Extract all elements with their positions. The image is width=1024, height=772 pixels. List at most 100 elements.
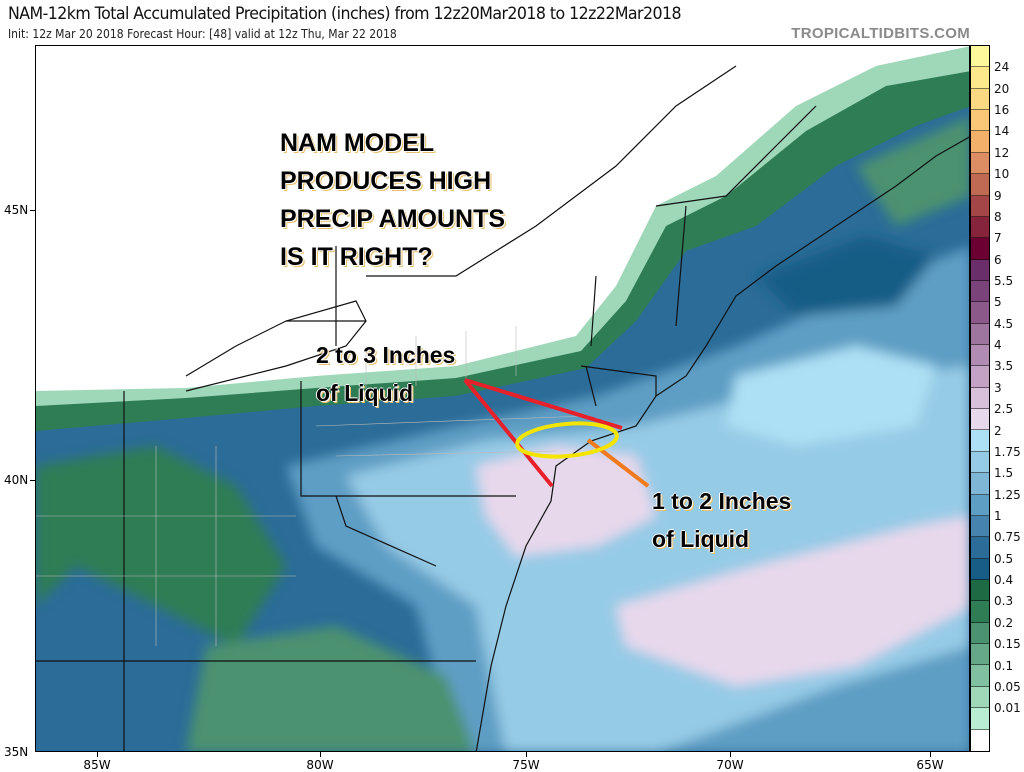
colorbar-cell: [971, 110, 989, 132]
colorbar-cell: [971, 387, 989, 410]
colorbar-cell: [971, 601, 989, 623]
colorbar-label: 0.05: [994, 679, 1021, 694]
colorbar-cell: [971, 708, 989, 730]
colorbar-label: 1.75: [994, 444, 1021, 459]
precip-light-blue-ocean: [726, 346, 936, 446]
colorbar-label: 3.5: [994, 359, 1014, 374]
county-lines: [36, 326, 587, 646]
colorbar-label: 0.5: [994, 551, 1014, 566]
colorbar-label: 14: [994, 124, 1010, 139]
lat-label-40n: 40N: [4, 473, 29, 487]
great-lakes-outline: [185, 65, 737, 392]
colorbar-cell: [971, 131, 989, 153]
colorbar-cell: [971, 430, 989, 452]
lat-tick: [30, 480, 35, 481]
lon-label-75w: 75W: [512, 758, 540, 772]
colorbar-cell: [971, 302, 989, 324]
colorbar-cell: [971, 174, 989, 196]
annotation-line: IS IT RIGHT?: [280, 243, 433, 271]
colorbar-label: 1.25: [994, 487, 1021, 502]
colorbar-label: 0.3: [994, 594, 1014, 609]
colorbar-label: 1: [994, 509, 1002, 523]
colorbar-cell: [971, 409, 989, 431]
colorbar-cell: [971, 67, 989, 89]
brand-watermark: TROPICALTIDBITS.COM: [791, 25, 970, 42]
precip-pink-ocean: [616, 516, 969, 686]
colorbar: [970, 45, 990, 752]
colorbar-cell: [971, 579, 989, 602]
red-arrow-line: [463, 378, 554, 488]
colorbar-label: 12: [994, 145, 1010, 160]
colorbar-cell: [971, 515, 989, 538]
colorbar-label: 9: [994, 188, 1002, 203]
colorbar-label: 10: [994, 167, 1010, 182]
colorbar-label: 0.75: [994, 530, 1021, 545]
label-2-to-3-inches: 2 to 3 Inches: [316, 342, 456, 368]
yellow-highlight-ellipse: [515, 421, 619, 459]
annotation-line: NAM MODEL: [280, 129, 435, 157]
colorbar-cell: [971, 46, 989, 68]
map-canvas: [36, 46, 969, 751]
colorbar-cell: [971, 280, 989, 303]
colorbar-cell: [971, 537, 989, 559]
lon-label-70w: 70W: [716, 758, 744, 772]
colorbar-label: 0.1: [994, 658, 1014, 673]
colorbar-cell: [971, 729, 989, 751]
lat-tick: [30, 210, 35, 211]
colorbar-cell: [971, 451, 989, 474]
colorbar-label: 7: [994, 231, 1002, 246]
colorbar-cell: [971, 494, 989, 516]
colorbar-cell: [971, 473, 989, 495]
lon-tick: [97, 752, 98, 757]
boundaries: [36, 65, 969, 751]
colorbar-cell: [971, 686, 989, 709]
colorbar-label: 0.01: [994, 701, 1021, 716]
question-annotation: NAM MODEL PRODUCES HIGH PRECIP AMOUNTS I…: [280, 124, 505, 276]
colorbar-label: 24: [994, 60, 1010, 75]
map-title: NAM-12km Total Accumulated Precipitation…: [8, 4, 682, 24]
colorbar-label: 2: [994, 423, 1002, 438]
orange-arrow-line: [586, 438, 650, 488]
map-subtitle: Init: 12z Mar 20 2018 Forecast Hour: [48…: [8, 27, 397, 41]
label-of-liquid-a: of Liquid: [316, 380, 414, 406]
colorbar-label: 4.5: [994, 316, 1014, 331]
lon-tick: [730, 752, 731, 757]
colorbar-cell: [971, 558, 989, 580]
precip-pink-nj: [476, 446, 656, 556]
lon-label-65w: 65W: [916, 758, 944, 772]
lon-tick: [930, 752, 931, 757]
annotation-line: PRECIP AMOUNTS: [280, 205, 506, 233]
precip-green-west: [36, 446, 286, 646]
colorbar-label: 6: [994, 252, 1002, 267]
colorbar-cell: [971, 622, 989, 645]
colorbar-cell: [971, 366, 989, 388]
precip-dark-blue-gom: [756, 236, 936, 316]
lon-tick: [526, 752, 527, 757]
lon-label-85w: 85W: [83, 758, 111, 772]
lon-tick: [320, 752, 321, 757]
canada-border: [286, 105, 817, 322]
lat-label-35n: 35N: [4, 745, 29, 759]
colorbar-cell: [971, 665, 989, 687]
precip-green-south: [186, 626, 476, 751]
colorbar-cell: [971, 88, 989, 111]
colorbar-label: 0.15: [994, 637, 1021, 652]
lon-label-80w: 80W: [306, 758, 334, 772]
colorbar-cell: [971, 216, 989, 239]
state-lines: [36, 205, 687, 751]
red-arrow-line: [464, 378, 623, 430]
colorbar-cell: [971, 345, 989, 367]
precip-field: [36, 46, 969, 751]
colorbar-label: 0.2: [994, 615, 1014, 630]
colorbar-label: 5.5: [994, 274, 1014, 288]
annotation-line: PRODUCES HIGH: [280, 167, 492, 195]
precipitation-map: [35, 45, 970, 752]
colorbar-label: 3: [994, 380, 1002, 395]
colorbar-cell: [971, 259, 989, 281]
colorbar-label: 20: [994, 81, 1010, 96]
colorbar-cell: [971, 195, 989, 217]
lat-label-45n: 45N: [4, 203, 29, 217]
colorbar-label: 1.5: [994, 466, 1014, 481]
colorbar-cell: [971, 644, 989, 666]
